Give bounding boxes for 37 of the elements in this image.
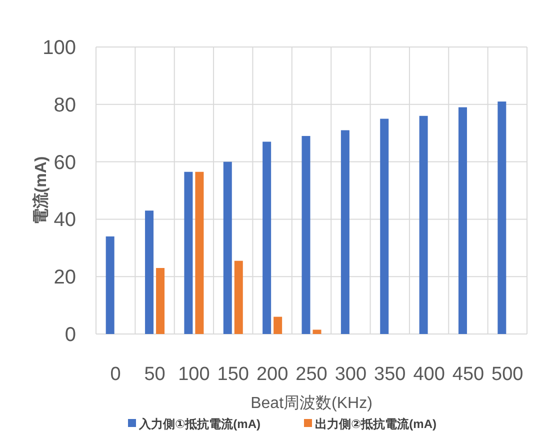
y-tick-label: 100 bbox=[42, 37, 76, 59]
y-tick-label: 60 bbox=[54, 152, 76, 174]
y-axis-title: 電流(mA) bbox=[31, 156, 50, 225]
x-tick-label: 250 bbox=[296, 364, 328, 385]
bar bbox=[195, 172, 204, 334]
bar bbox=[223, 162, 232, 334]
bar bbox=[340, 130, 350, 334]
x-tick-label: 450 bbox=[452, 364, 484, 385]
bar bbox=[498, 102, 506, 334]
legend-label: 出力側②抵抗電流(mA) bbox=[315, 417, 436, 431]
bar bbox=[458, 107, 467, 334]
y-tick-label: 80 bbox=[54, 94, 76, 116]
bar bbox=[184, 172, 193, 334]
bar bbox=[274, 316, 282, 334]
bar bbox=[419, 116, 428, 334]
y-tick-label: 20 bbox=[54, 266, 76, 289]
x-tick-label: 400 bbox=[413, 364, 445, 385]
x-tick-label: 500 bbox=[492, 364, 524, 385]
x-tick-label: 150 bbox=[217, 364, 249, 385]
y-tick-label: 40 bbox=[54, 209, 76, 232]
legend-label: 入力側①抵抗電流(mA) bbox=[138, 417, 260, 431]
bar bbox=[156, 268, 165, 334]
bar bbox=[380, 118, 389, 334]
x-tick-label: 100 bbox=[178, 364, 210, 385]
x-tick-label: 300 bbox=[334, 364, 367, 385]
bar bbox=[145, 210, 154, 334]
x-tick-label: 200 bbox=[256, 364, 288, 385]
bar bbox=[312, 330, 322, 334]
x-tick-label: 350 bbox=[374, 364, 406, 385]
x-tick-label: 0 bbox=[110, 364, 121, 385]
x-axis-title: Beat周波数(KHz) bbox=[250, 394, 372, 412]
bar bbox=[106, 236, 114, 334]
bar bbox=[262, 142, 272, 334]
bar bbox=[302, 136, 310, 334]
y-tick-label: 0 bbox=[64, 324, 76, 346]
bar bbox=[234, 260, 243, 334]
x-tick-label: 50 bbox=[144, 364, 166, 385]
